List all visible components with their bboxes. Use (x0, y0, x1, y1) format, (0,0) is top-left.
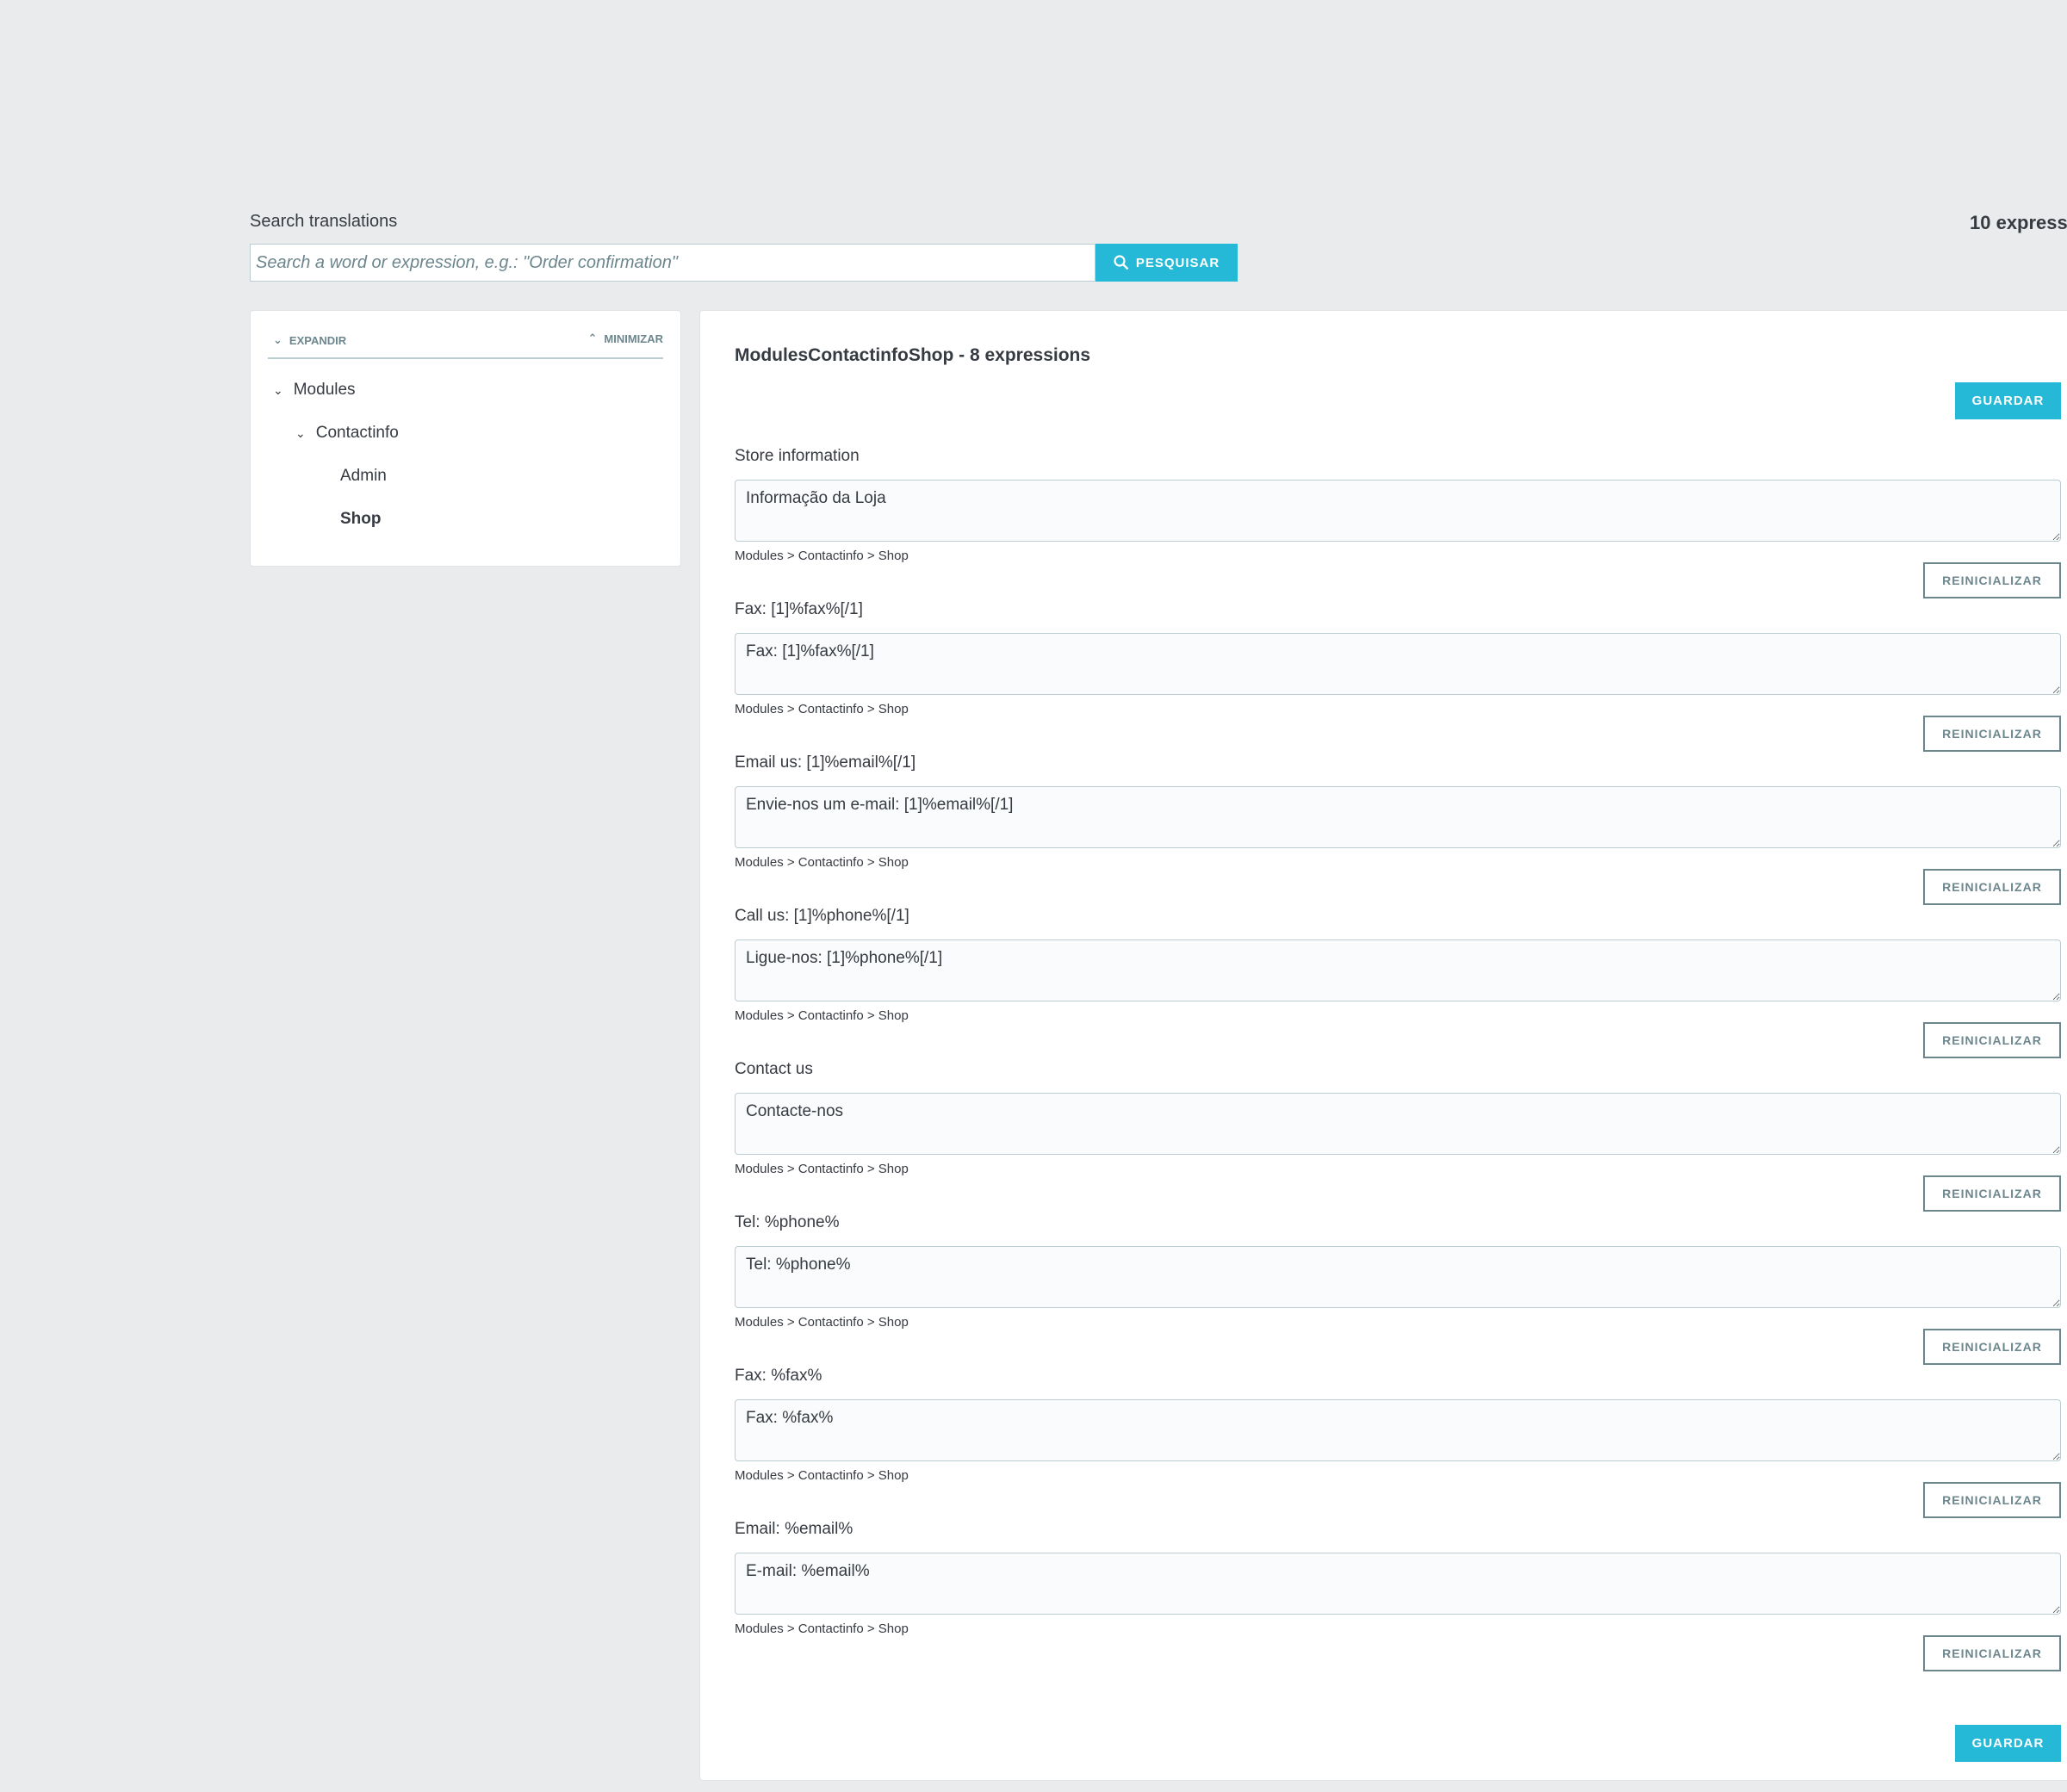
translations-panel: ModulesContactinfoShop - 8 expressions G… (699, 310, 2067, 1781)
translation-textarea[interactable]: Informação da Loja (735, 480, 2061, 542)
translation-textarea[interactable]: E-mail: %email% (735, 1553, 2061, 1615)
domain-breadcrumb: Modules > Contactinfo > Shop (735, 1008, 909, 1023)
translation-item: Email us: [1]%email%[/1] Envie-nos um e-m… (735, 753, 2061, 907)
domain-breadcrumb: Modules > Contactinfo > Shop (735, 1162, 909, 1176)
search-label: Search translations (250, 212, 398, 231)
domain-breadcrumb: Modules > Contactinfo > Shop (735, 1468, 909, 1483)
translation-textarea[interactable]: Ligue-nos: [1]%phone%[/1] (735, 939, 2061, 1001)
tree-node-label: Contactinfo (315, 424, 399, 442)
domain-breadcrumb: Modules > Contactinfo > Shop (735, 855, 909, 870)
tree-node-label: Shop (340, 510, 382, 528)
translation-textarea[interactable]: Contacte-nos (735, 1093, 2061, 1155)
chevron-down-icon: ⌄ (273, 333, 282, 346)
domain-breadcrumb: Modules > Contactinfo > Shop (735, 702, 909, 716)
translation-item: Store information Informação da Loja Modul… (735, 447, 2061, 600)
reset-button[interactable]: REINICIALIZAR (1923, 1175, 2061, 1212)
source-expression: Store information (735, 447, 860, 465)
expression-count: 10 expressi (1970, 212, 2067, 233)
tree-node-shop[interactable]: Shop (340, 510, 382, 529)
translation-item: Tel: %phone% Tel: %phone% Modules > Contac… (735, 1213, 2061, 1367)
tree-node-label: Admin (340, 467, 387, 485)
translation-item: Contact us Contacte-nos Modules > Contacti… (735, 1060, 2061, 1213)
source-expression: Contact us (735, 1060, 813, 1078)
search-button[interactable]: PESQUISAR (1096, 244, 1238, 282)
source-expression: Email us: [1]%email%[/1] (735, 753, 916, 772)
reset-button[interactable]: REINICIALIZAR (1923, 1635, 2061, 1671)
translation-tree-panel: ⌄ EXPANDIR ⌃ MINIMIZAR ⌄ Modules ⌄ Conta… (250, 310, 681, 567)
search-input[interactable] (250, 244, 1096, 282)
source-expression: Tel: %phone% (735, 1213, 840, 1231)
search-button-label: PESQUISAR (1135, 255, 1220, 270)
save-button-bottom[interactable]: GUARDAR (1955, 1725, 2061, 1762)
chevron-down-icon: ⌄ (273, 382, 283, 397)
source-expression: Fax: [1]%fax%[/1] (735, 600, 863, 618)
translation-textarea[interactable]: Fax: %fax% (735, 1399, 2061, 1461)
reset-button[interactable]: REINICIALIZAR (1923, 562, 2061, 598)
translation-textarea[interactable]: Envie-nos um e-mail: [1]%email%[/1] (735, 786, 2061, 848)
reset-button[interactable]: REINICIALIZAR (1923, 869, 2061, 905)
source-expression: Email: %email% (735, 1520, 853, 1538)
translation-textarea[interactable]: Fax: [1]%fax%[/1] (735, 633, 2061, 695)
translation-textarea[interactable]: Tel: %phone% (735, 1246, 2061, 1308)
collapse-all-button[interactable]: ⌃ MINIMIZAR (587, 332, 663, 345)
expand-label: EXPANDIR (289, 333, 347, 347)
translation-item: Call us: [1]%phone%[/1] Ligue-nos: [1]%ph… (735, 907, 2061, 1060)
translation-item: Email: %email% E-mail: %email% Modules > C… (735, 1520, 2061, 1673)
search-icon (1114, 255, 1129, 270)
chevron-up-icon: ⌃ (587, 332, 598, 344)
domain-breadcrumb: Modules > Contactinfo > Shop (735, 549, 909, 563)
panel-title: ModulesContactinfoShop - 8 expressions (735, 345, 1091, 365)
reset-button[interactable]: REINICIALIZAR (1923, 1482, 2061, 1518)
tree-node-admin[interactable]: Admin (340, 467, 387, 486)
reset-button[interactable]: REINICIALIZAR (1923, 716, 2061, 752)
tree-controls: ⌄ EXPANDIR ⌃ MINIMIZAR (268, 332, 663, 359)
collapse-label: MINIMIZAR (604, 332, 663, 345)
tree-node-label: Modules (293, 381, 356, 399)
domain-breadcrumb: Modules > Contactinfo > Shop (735, 1621, 909, 1636)
translation-item: Fax: [1]%fax%[/1] Fax: [1]%fax%[/1] Module… (735, 600, 2061, 753)
reset-button[interactable]: REINICIALIZAR (1923, 1329, 2061, 1365)
expand-all-button[interactable]: ⌄ EXPANDIR (273, 333, 346, 347)
tree-node-contactinfo[interactable]: ⌄ Contactinfo (295, 424, 399, 443)
chevron-down-icon: ⌄ (295, 425, 306, 440)
tree-node-modules[interactable]: ⌄ Modules (273, 381, 356, 400)
reset-button[interactable]: REINICIALIZAR (1923, 1022, 2061, 1058)
source-expression: Call us: [1]%phone%[/1] (735, 907, 909, 925)
source-expression: Fax: %fax% (735, 1367, 822, 1385)
domain-breadcrumb: Modules > Contactinfo > Shop (735, 1315, 909, 1330)
translation-item: Fax: %fax% Fax: %fax% Modules > Contactinf… (735, 1367, 2061, 1520)
save-button-top[interactable]: GUARDAR (1955, 382, 2061, 419)
